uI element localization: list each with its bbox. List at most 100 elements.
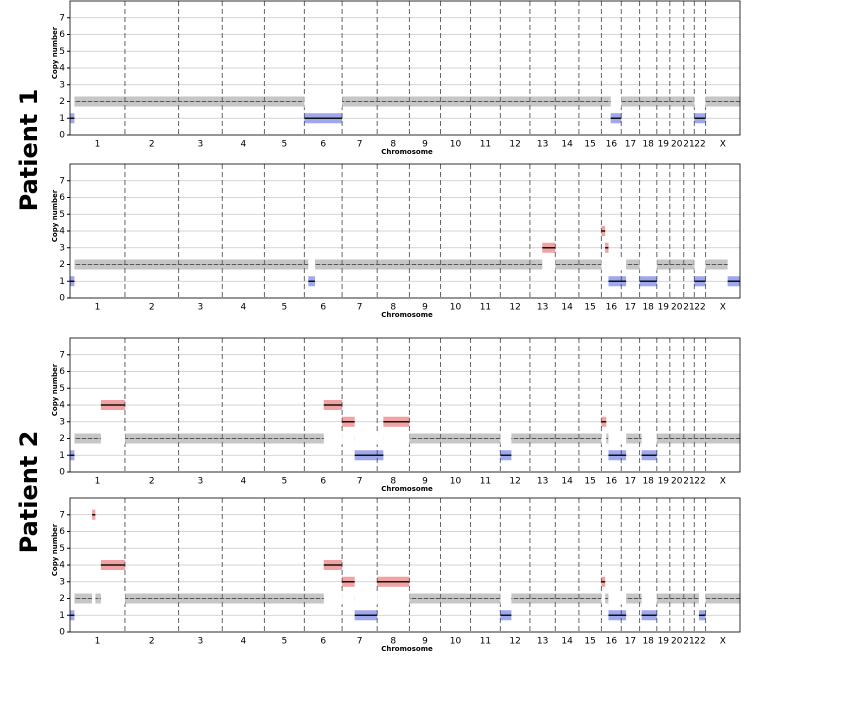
x-axis-label: Chromosome <box>381 148 433 156</box>
y-tick-label: 5 <box>59 384 65 394</box>
y-tick-label: 1 <box>59 277 65 287</box>
x-tick-label: 21 <box>683 303 694 313</box>
x-axis-label: Chromosome <box>381 311 433 319</box>
segment-mask <box>608 432 627 445</box>
x-tick-label: 19 <box>658 637 670 647</box>
x-tick-label: 9 <box>422 637 428 647</box>
segment-mask <box>542 258 556 271</box>
x-tick-label: 21 <box>683 477 694 487</box>
y-tick-label: 6 <box>59 367 65 377</box>
plot-frame <box>69 497 741 633</box>
y-tick-label: 7 <box>59 176 65 186</box>
y-tick-label: 4 <box>59 561 65 571</box>
x-tick-label: 10 <box>450 477 462 487</box>
x-tick-label: 17 <box>625 637 636 647</box>
row-label: Patient 1 <box>15 89 43 212</box>
segment-mask <box>641 432 657 445</box>
x-tick-label: 1 <box>95 303 101 313</box>
segment-mask <box>377 592 410 605</box>
x-tick-label: 1 <box>95 637 101 647</box>
x-tick-label: 12 <box>509 477 520 487</box>
x-tick-label: 3 <box>198 637 204 647</box>
x-tick-label: 8 <box>390 140 396 150</box>
segment-mask <box>354 592 378 605</box>
x-tick-label: 7 <box>357 303 363 313</box>
x-tick-label: 6 <box>320 477 326 487</box>
x-tick-label: 2 <box>149 477 155 487</box>
x-tick-label: 14 <box>561 303 573 313</box>
y-axis-label: Copy number <box>51 26 59 79</box>
x-tick-label: 4 <box>240 477 246 487</box>
x-tick-label: 3 <box>198 140 204 150</box>
x-tick-label: 20 <box>671 477 683 487</box>
x-tick-label: 13 <box>537 140 548 150</box>
y-tick-label: 4 <box>59 227 65 237</box>
segment-mask <box>694 258 706 271</box>
x-tick-label: 18 <box>642 637 654 647</box>
x-tick-label: 14 <box>561 637 573 647</box>
y-tick-label: 6 <box>59 193 65 203</box>
x-tick-label: 12 <box>509 303 520 313</box>
x-tick-label: 11 <box>480 477 491 487</box>
x-tick-label: 15 <box>584 303 595 313</box>
row-label: Patient 2 <box>15 431 43 554</box>
segment-mask <box>70 95 75 108</box>
x-tick-label: 22 <box>694 477 705 487</box>
x-tick-label: 14 <box>561 140 573 150</box>
x-tick-label: 20 <box>671 303 683 313</box>
x-tick-label: 10 <box>450 637 462 647</box>
y-tick-label: 0 <box>59 468 65 478</box>
segment-mask <box>323 432 343 445</box>
segment-mask <box>605 258 609 271</box>
x-tick-label: 8 <box>390 303 396 313</box>
x-tick-label: 5 <box>282 140 288 150</box>
x-tick-label: 22 <box>694 140 705 150</box>
y-tick-label: 5 <box>59 210 65 220</box>
neutral-band <box>70 96 740 107</box>
x-tick-label: 9 <box>422 303 428 313</box>
segment-mask <box>70 432 75 445</box>
y-tick-label: 0 <box>59 131 65 141</box>
neutral-band <box>70 259 740 270</box>
x-tick-label: 2 <box>149 303 155 313</box>
segment-mask <box>70 592 75 605</box>
segment-mask <box>500 432 512 445</box>
x-tick-label: 2 <box>149 637 155 647</box>
x-tick-label: 13 <box>537 637 548 647</box>
plot-frame <box>69 163 741 299</box>
x-tick-label: 14 <box>561 477 573 487</box>
segment-mask <box>323 592 343 605</box>
y-tick-label: 4 <box>59 64 65 74</box>
x-tick-label: 17 <box>625 140 636 150</box>
segment-mask <box>500 592 512 605</box>
x-tick-label: 19 <box>658 303 670 313</box>
segment-mask <box>92 592 96 605</box>
x-tick-label: 9 <box>422 140 428 150</box>
x-tick-label: 18 <box>642 140 654 150</box>
y-tick-label: 3 <box>59 243 65 253</box>
y-tick-label: 6 <box>59 30 65 40</box>
segment-mask <box>100 592 125 605</box>
x-tick-label: 4 <box>240 303 246 313</box>
x-tick-label: 1 <box>95 140 101 150</box>
x-tick-label: X <box>720 303 726 313</box>
y-tick-label: 2 <box>59 594 65 604</box>
x-tick-label: 6 <box>320 140 326 150</box>
x-tick-label: 22 <box>694 637 705 647</box>
x-tick-label: 15 <box>584 140 595 150</box>
x-tick-label: X <box>720 140 726 150</box>
segment-mask <box>610 95 622 108</box>
y-tick-label: 4 <box>59 401 65 411</box>
x-tick-label: X <box>720 477 726 487</box>
x-tick-label: 4 <box>240 637 246 647</box>
segment-mask <box>698 592 706 605</box>
x-tick-label: 8 <box>390 477 396 487</box>
segment-mask <box>342 432 355 445</box>
segment-mask <box>601 432 607 445</box>
x-tick-label: 20 <box>671 637 683 647</box>
x-tick-label: 13 <box>537 303 548 313</box>
